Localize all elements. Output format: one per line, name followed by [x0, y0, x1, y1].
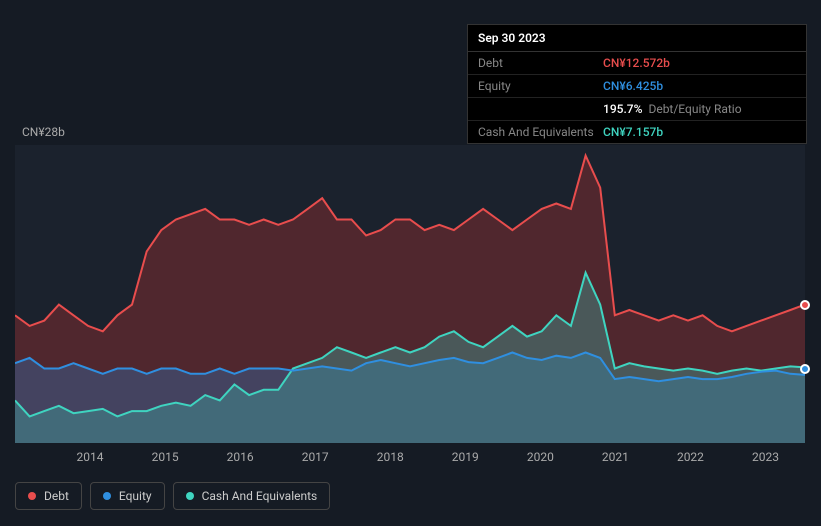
tooltip-date: Sep 30 2023: [468, 25, 806, 52]
legend-item-cash-and-equivalents[interactable]: Cash And Equivalents: [173, 482, 331, 510]
x-axis-tick: 2015: [152, 450, 179, 464]
tooltip-row-value: CN¥12.572b: [603, 56, 670, 70]
x-axis-tick: 2014: [77, 450, 104, 464]
x-axis-tick: 2018: [377, 450, 404, 464]
x-axis-tick: 2020: [527, 450, 554, 464]
tooltip-row: 195.7% Debt/Equity Ratio: [468, 98, 806, 121]
y-axis-max-label: CN¥28b: [22, 125, 65, 139]
x-axis: 2014 2015 2016 2017 2018 2019 2020 2021 2022 2023: [15, 450, 805, 470]
tooltip-row-label: Cash And Equivalents: [478, 125, 603, 139]
tooltip-row: DebtCN¥12.572b: [468, 52, 806, 75]
chart-marker: [800, 300, 810, 310]
legend-dot-icon: [103, 492, 111, 500]
x-axis-tick: 2021: [602, 450, 629, 464]
tooltip-row: Cash And EquivalentsCN¥7.157b: [468, 121, 806, 143]
legend-dot-icon: [28, 492, 36, 500]
tooltip-row-extra: Debt/Equity Ratio: [648, 102, 741, 116]
legend: Debt Equity Cash And Equivalents: [15, 482, 330, 510]
tooltip-row-value: CN¥7.157b: [603, 125, 663, 139]
legend-label: Cash And Equivalents: [202, 489, 318, 503]
chart-marker: [800, 364, 810, 374]
x-axis-tick: 2016: [227, 450, 254, 464]
legend-item-debt[interactable]: Debt: [15, 482, 82, 510]
chart-svg: [15, 145, 805, 443]
tooltip-row-value: CN¥6.425b: [603, 79, 663, 93]
tooltip-row-label: Equity: [478, 79, 603, 93]
legend-label: Debt: [44, 489, 69, 503]
chart-area[interactable]: [15, 145, 805, 443]
tooltip-row: EquityCN¥6.425b: [468, 75, 806, 98]
x-axis-tick: 2019: [452, 450, 479, 464]
x-axis-tick: 2023: [752, 450, 779, 464]
legend-label: Equity: [119, 489, 152, 503]
tooltip-panel: Sep 30 2023 DebtCN¥12.572bEquityCN¥6.425…: [467, 24, 807, 144]
legend-item-equity[interactable]: Equity: [90, 482, 165, 510]
tooltip-row-label: Debt: [478, 56, 603, 70]
x-axis-tick: 2017: [302, 450, 329, 464]
tooltip-row-label: [478, 102, 603, 116]
x-axis-tick: 2022: [677, 450, 704, 464]
legend-dot-icon: [186, 492, 194, 500]
tooltip-row-value: 195.7%: [603, 102, 642, 116]
